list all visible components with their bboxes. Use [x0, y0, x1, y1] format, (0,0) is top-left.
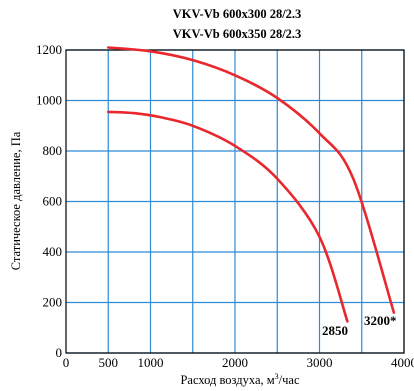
- x-tick-label: 3000: [307, 355, 333, 370]
- y-tick-label: 600: [43, 194, 63, 209]
- annotation-3200: 3200*: [364, 313, 397, 328]
- annotation-2850: 2850: [322, 323, 348, 338]
- series-line-2: [107, 110, 349, 323]
- chart-title-line-1: VKV-Vb 600x300 28/2.3: [173, 7, 302, 21]
- y-tick-label: 0: [56, 345, 63, 360]
- y-axis: 0 200 400 600 800 1000 1200: [36, 42, 62, 360]
- grid: [66, 49, 405, 354]
- y-tick-label: 800: [43, 143, 63, 158]
- x-axis-title-main: Расход воздуха, м: [180, 373, 274, 387]
- x-axis: 0 500 1000 2000 3000 4000: [63, 355, 414, 370]
- chart-title-line-2: VKV-Vb 600x350 28/2.3: [173, 27, 302, 41]
- series-line-1: [107, 46, 396, 314]
- y-tick-label: 1000: [36, 93, 62, 108]
- series-layer: [107, 46, 396, 323]
- x-tick-label: 500: [99, 355, 119, 370]
- x-axis-title-sup: 3: [275, 372, 279, 381]
- x-tick-label: 2000: [222, 355, 248, 370]
- y-tick-label: 1200: [36, 42, 62, 57]
- x-axis-title-tail: /час: [279, 373, 300, 387]
- x-axis-title: Расход воздуха, м3/час: [180, 372, 300, 387]
- x-tick-label: 1000: [138, 355, 164, 370]
- x-tick-label: 4000: [391, 355, 414, 370]
- plot-frame: [65, 49, 405, 354]
- y-axis-title: Статическое давление, Па: [9, 131, 23, 270]
- y-tick-label: 400: [43, 244, 63, 259]
- y-tick-label: 200: [43, 295, 63, 310]
- x-tick-label: 0: [63, 355, 70, 370]
